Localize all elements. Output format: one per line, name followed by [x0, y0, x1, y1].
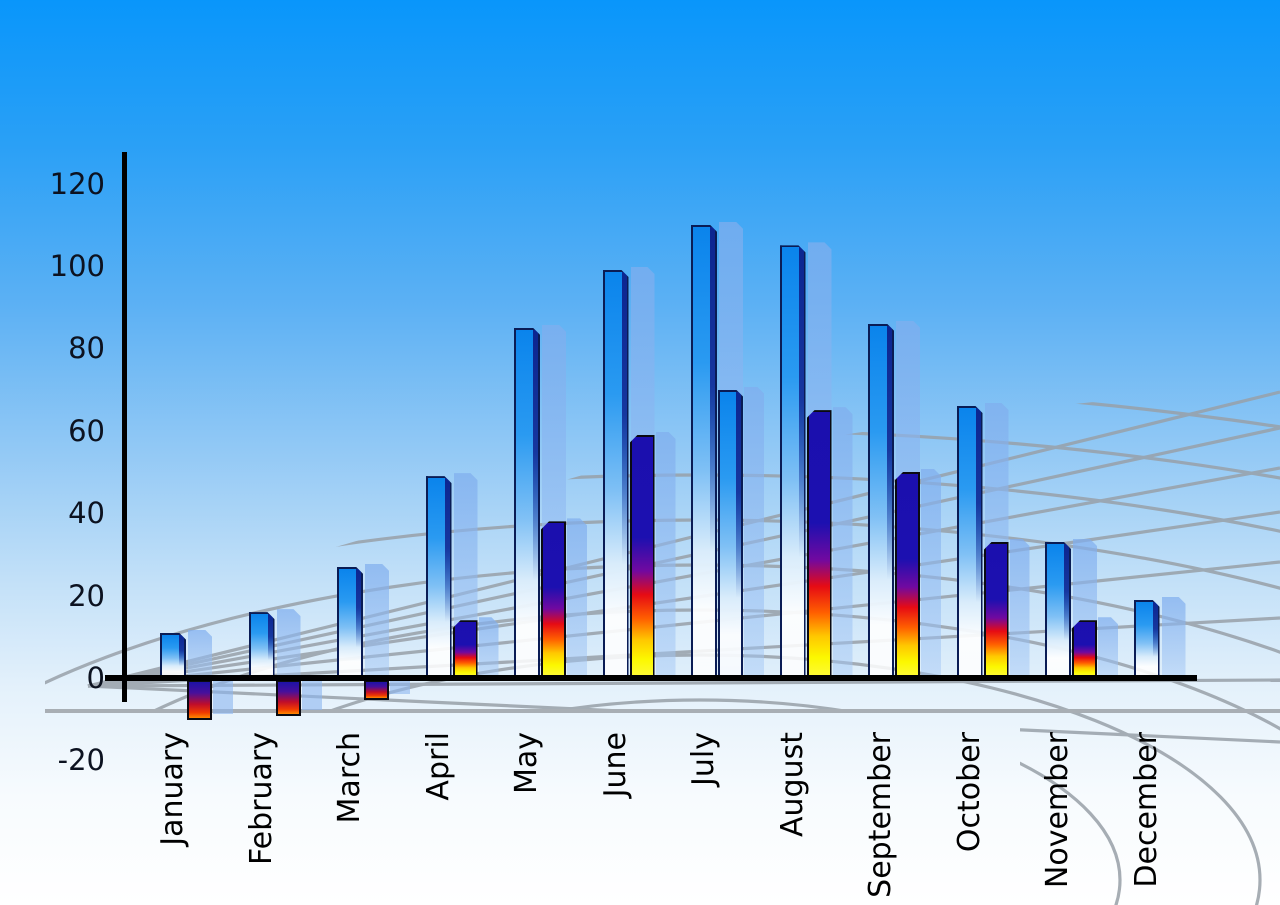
- x-axis-label-october: October: [951, 732, 987, 853]
- primary-bar-march: [337, 567, 363, 678]
- secondary-echo-bar-september: [921, 469, 941, 678]
- primary-bar-december: [1134, 600, 1160, 678]
- primary-bar-july: [691, 225, 717, 678]
- primary-bar-september: [868, 324, 894, 678]
- primary-bar-february: [249, 612, 275, 678]
- y-tick-label--20: -20: [57, 743, 105, 778]
- x-axis-label-may: May: [509, 732, 544, 795]
- y-axis-line: [122, 152, 127, 702]
- y-tick-label-20: 20: [68, 578, 105, 613]
- y-tick-label-0: 0: [86, 661, 105, 695]
- secondary-bar-april: [452, 620, 478, 678]
- x-axis-label-january: January: [155, 732, 190, 846]
- y-tick-label-120: 120: [49, 166, 105, 201]
- secondary-echo-bar-june: [656, 432, 676, 678]
- primary-bar-august: [780, 245, 806, 678]
- x-axis-label-august: August: [774, 732, 810, 837]
- x-axis-label-june: June: [597, 732, 633, 798]
- secondary-echo-bar-may: [567, 518, 587, 678]
- secondary-bar-february: [275, 680, 301, 717]
- y-tick-label-80: 80: [68, 331, 105, 366]
- primary-bar-may: [514, 328, 540, 678]
- secondary-bar-october: [983, 542, 1009, 678]
- secondary-echo-bar-november: [1098, 617, 1118, 678]
- secondary-bar-november: [1072, 620, 1097, 678]
- secondary-bar-august: [806, 410, 832, 678]
- y-tick-label-100: 100: [49, 248, 105, 283]
- echo-bar-december: [1162, 597, 1186, 678]
- secondary-echo-bar-october: [1010, 539, 1030, 678]
- x-axis-label-april: April: [420, 732, 456, 801]
- secondary-bar-march: [364, 680, 389, 700]
- x-axis-label-february: February: [243, 732, 279, 865]
- secondary-bar-may: [541, 521, 566, 678]
- secondary-bar-july: [718, 390, 743, 678]
- secondary-echo-bar-august: [833, 407, 853, 678]
- secondary-echo-bar-january: [213, 681, 233, 715]
- secondary-bar-september: [895, 471, 920, 678]
- x-axis-label-november: November: [1040, 732, 1075, 889]
- echo-bar-january: [188, 630, 212, 678]
- primary-bar-april: [426, 476, 452, 678]
- echo-bar-february: [277, 609, 301, 678]
- x-axis-label-july: July: [686, 732, 721, 786]
- secondary-bar-june: [629, 434, 655, 678]
- x-axis-label-december: December: [1128, 732, 1164, 888]
- secondary-echo-bar-july: [744, 387, 764, 678]
- y-tick-label-60: 60: [68, 413, 105, 448]
- secondary-echo-bar-february: [301, 681, 322, 711]
- x-axis-label-september: September: [863, 732, 898, 898]
- echo-bar-march: [365, 564, 389, 678]
- x-axis-label-march: March: [332, 732, 367, 824]
- secondary-echo-bar-april: [479, 617, 499, 678]
- primary-bar-october: [957, 406, 983, 678]
- primary-bar-january: [160, 633, 186, 678]
- primary-bar-november: [1045, 542, 1071, 678]
- secondary-echo-bar-march: [390, 681, 410, 694]
- primary-bar-june: [603, 270, 629, 678]
- secondary-bar-january: [187, 680, 212, 721]
- x-axis-zero-line: [105, 675, 1197, 681]
- y-tick-label-40: 40: [68, 496, 105, 531]
